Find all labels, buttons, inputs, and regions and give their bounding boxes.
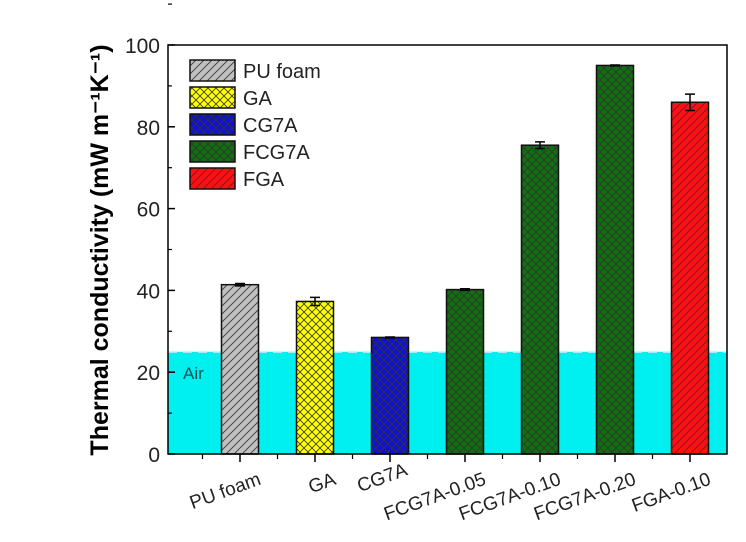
- air-label: Air: [183, 364, 204, 383]
- bar-FGA-0.10: [670, 101, 710, 455]
- legend-label: FGA: [243, 169, 285, 191]
- legend-item-FGA: FGA: [189, 167, 285, 191]
- x-tick-label: FGA-0.10: [629, 469, 714, 517]
- legend-item-CG7A: CG7A: [189, 113, 298, 137]
- legend-item-FCG7A: FCG7A: [189, 140, 310, 164]
- error-bar: [385, 336, 395, 339]
- error-bar: [610, 64, 620, 67]
- legend-label: FCG7A: [243, 142, 310, 164]
- y-tick-label: 60: [137, 199, 160, 222]
- bar-PU foam: [220, 283, 260, 455]
- error-bar: [535, 141, 545, 150]
- error-bar: [310, 296, 320, 307]
- legend-label: PU foam: [243, 61, 321, 83]
- x-tick-label: CG7A: [354, 459, 410, 497]
- bar-FCG7A-0.05: [445, 288, 485, 455]
- legend: PU foam GA CG7A FCG7A FGA: [189, 59, 321, 191]
- legend-item-PU foam: PU foam: [189, 59, 321, 83]
- legend-swatch: [189, 113, 236, 136]
- x-tick-label: PU foam: [187, 469, 264, 514]
- y-tick-label: 20: [137, 362, 160, 385]
- bars: [220, 64, 710, 455]
- legend-swatch: [189, 59, 236, 82]
- legend-swatch: [189, 167, 236, 190]
- bar-CG7A: [370, 336, 410, 455]
- x-tick-label: GA: [306, 469, 339, 498]
- bar-GA: [295, 300, 335, 455]
- legend-label: GA: [243, 88, 273, 110]
- y-tick-label: 80: [137, 117, 160, 140]
- legend-item-GA: GA: [189, 86, 273, 110]
- bar-FCG7A-0.10: [520, 144, 560, 455]
- error-bar: [685, 93, 695, 112]
- y-tick-label: 100: [125, 35, 160, 58]
- legend-swatch: [189, 140, 236, 163]
- y-axis-label: Thermal conductivity (mW m⁻¹K⁻¹): [86, 44, 114, 455]
- error-bar: [235, 282, 245, 287]
- legend-swatch: [189, 86, 236, 109]
- legend-label: CG7A: [243, 115, 298, 137]
- error-bar: [460, 288, 470, 292]
- bar-FCG7A-0.20: [595, 64, 635, 455]
- y-tick-label: 0: [148, 444, 160, 467]
- y-tick-label: 40: [137, 280, 160, 303]
